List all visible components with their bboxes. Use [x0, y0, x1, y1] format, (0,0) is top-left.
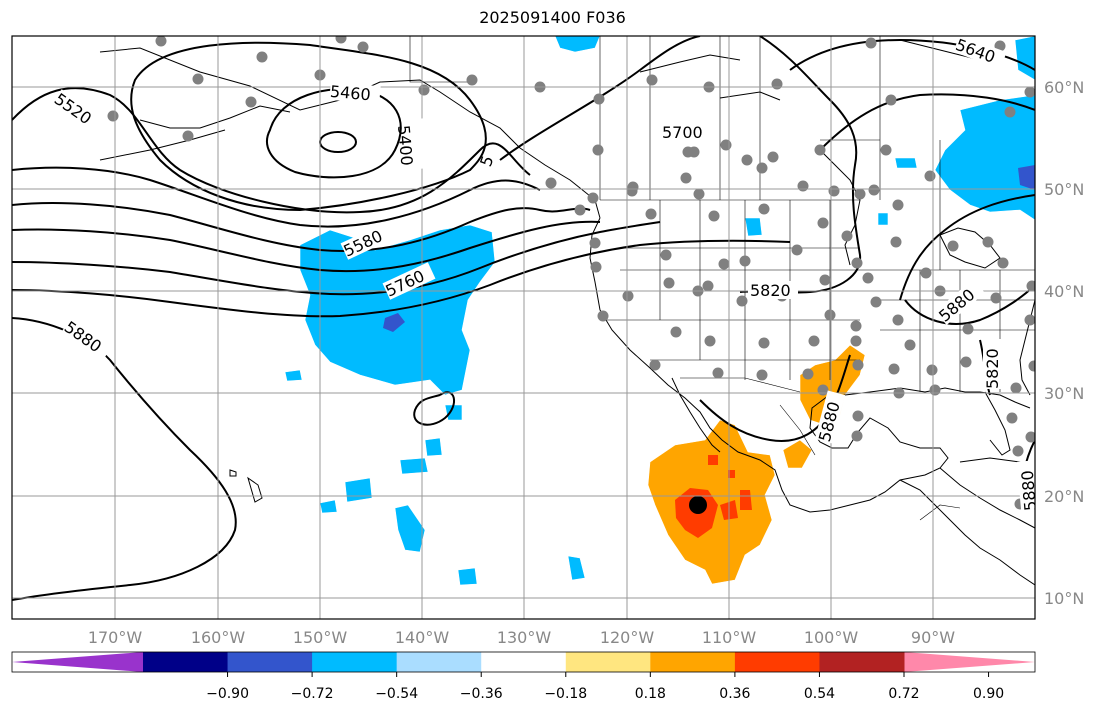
lon-tick-label: 140°W	[395, 628, 450, 647]
colorbar-tick-label: −0.18	[544, 686, 587, 702]
strong-negative-fill	[383, 165, 1035, 332]
colorbar-extend-left	[12, 652, 143, 672]
colorbar-tick-label: 0.90	[973, 686, 1004, 702]
colorbar-segment	[227, 652, 313, 672]
colorbar-segment	[396, 652, 482, 672]
lat-tick-label: 40°N	[1044, 282, 1084, 301]
colorbar-segment	[481, 652, 567, 672]
negative-anomaly-fill	[284, 36, 1035, 586]
colorbar-tick-label: 0.72	[888, 686, 919, 702]
map-title: 2025091400 F036	[479, 8, 626, 27]
colorbar-extend-right	[904, 652, 1035, 672]
colorbar-segment	[734, 652, 820, 672]
lon-tick-label: 120°W	[600, 628, 655, 647]
map-border	[11, 35, 1036, 620]
lon-tick-label: 100°W	[804, 628, 859, 647]
colorbar-tick-label: 0.54	[804, 686, 835, 702]
colorbar-tick-label: −0.54	[375, 686, 418, 702]
colorbar-segment	[565, 652, 651, 672]
lat-tick-label: 30°N	[1044, 384, 1084, 403]
colorbar-segment	[650, 652, 736, 672]
lon-tick-label: 90°W	[911, 628, 955, 647]
colorbar-outline	[11, 651, 1036, 673]
colorbar-tick-label: −0.90	[206, 686, 249, 702]
contour-label: 5820	[750, 281, 791, 300]
lon-tick-label: 130°W	[497, 628, 552, 647]
gridlines	[12, 36, 1035, 619]
lat-tick-label: 50°N	[1044, 180, 1084, 199]
colorbar-tick-label: 0.36	[719, 686, 750, 702]
colorbar-segment	[312, 652, 398, 672]
political-boundaries	[409, 36, 1035, 521]
colorbar-tick-label: −0.72	[291, 686, 334, 702]
storm-center-marker	[689, 496, 707, 514]
latitude-axis: 60°N 50°N 40°N 30°N 20°N 10°N	[1044, 78, 1084, 608]
contour-label: 5400	[394, 124, 416, 166]
contour-label: 5460	[329, 82, 371, 104]
station-markers	[107, 36, 1035, 510]
colorbar-tick-label: 0.18	[635, 686, 666, 702]
colorbar-tick-label: −0.36	[460, 686, 503, 702]
lon-tick-label: 150°W	[293, 628, 348, 647]
longitude-axis: 170°W 160°W 150°W 140°W 130°W 120°W 110°…	[88, 628, 955, 647]
contour-label: 5880	[1018, 469, 1040, 511]
coastlines	[99, 39, 1035, 586]
lon-tick-label: 170°W	[88, 628, 143, 647]
colorbar-segment	[819, 652, 905, 672]
contour-label: 5700	[662, 123, 703, 142]
lat-tick-label: 60°N	[1044, 78, 1084, 97]
lon-tick-label: 160°W	[191, 628, 246, 647]
colorbar: −0.90 −0.72 −0.54 −0.36 −0.18 0.18 0.36 0.54 0.7…	[11, 651, 1036, 702]
lat-tick-label: 20°N	[1044, 487, 1084, 506]
colorbar-segment	[143, 652, 229, 672]
lat-tick-label: 10°N	[1044, 589, 1084, 608]
contour-label: 5820	[983, 348, 1002, 389]
lon-tick-label: 110°W	[702, 628, 757, 647]
